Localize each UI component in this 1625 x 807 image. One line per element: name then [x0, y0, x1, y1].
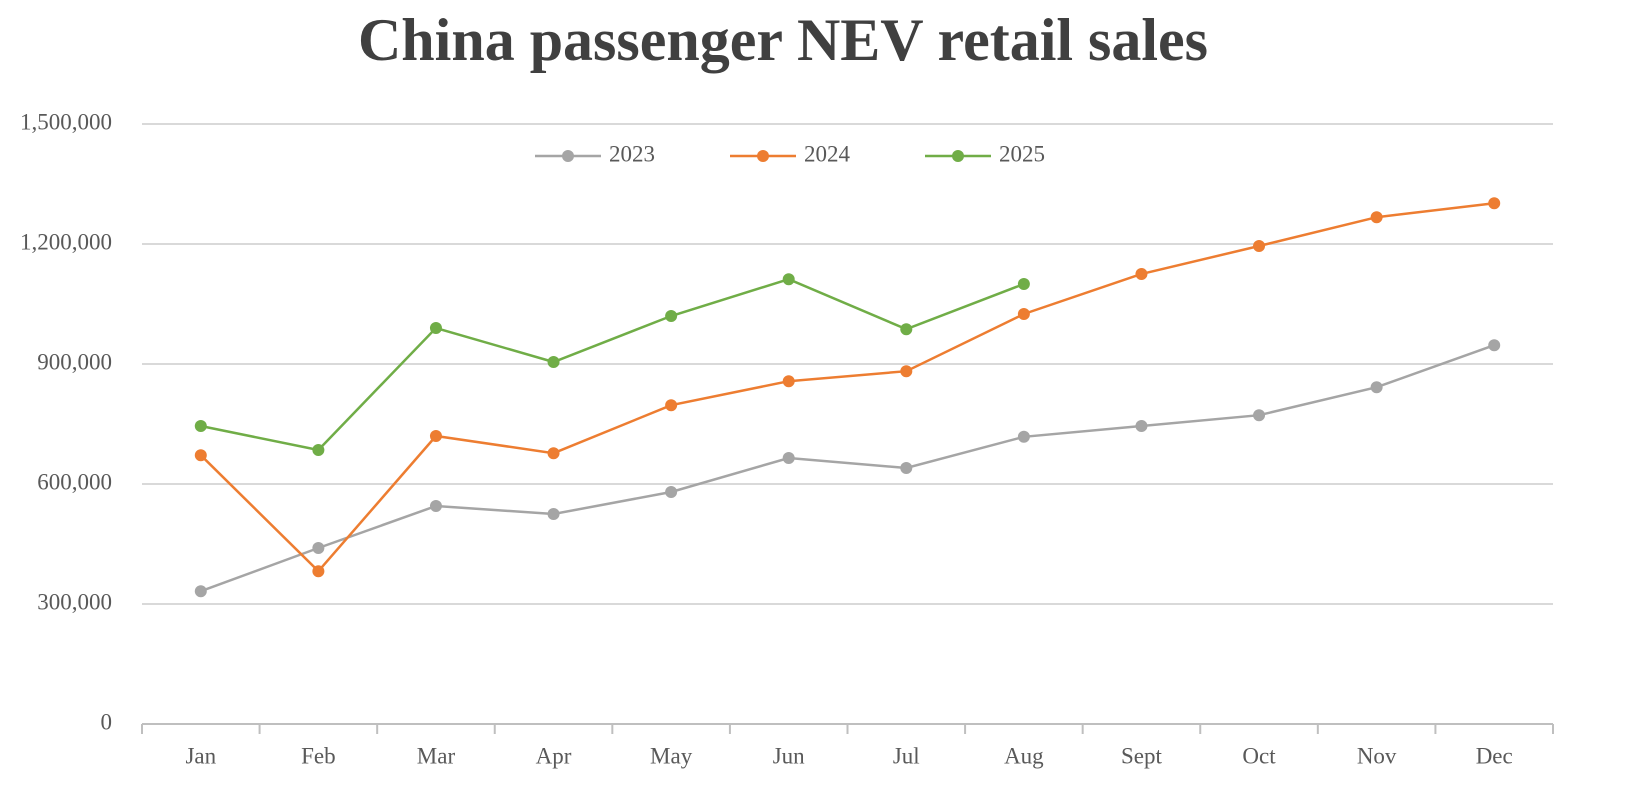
data-point — [429, 430, 442, 442]
data-point — [312, 444, 325, 456]
y-tick-label: 900,000 — [37, 349, 112, 374]
x-tick-label: Nov — [1357, 743, 1397, 768]
legend-label: 2024 — [804, 141, 851, 166]
legend-label: 2025 — [999, 141, 1045, 166]
x-tick-label: Oct — [1242, 743, 1276, 768]
data-point — [782, 375, 795, 388]
data-point — [1017, 430, 1030, 443]
data-point — [547, 447, 560, 460]
data-point — [194, 449, 207, 462]
data-point — [194, 420, 207, 432]
data-point — [1488, 339, 1501, 352]
data-point — [665, 310, 678, 322]
data-point — [1370, 211, 1383, 224]
x-tick-label: Dec — [1476, 743, 1513, 768]
y-tick-label: 300,000 — [37, 589, 112, 614]
series-line — [200, 277, 1025, 452]
data-point — [665, 486, 678, 498]
x-tick-label: Apr — [536, 743, 572, 768]
legend-marker — [562, 150, 574, 162]
data-point — [429, 322, 442, 334]
y-tick-label: 600,000 — [37, 469, 112, 494]
x-tick-label: Mar — [417, 743, 456, 768]
data-point — [429, 500, 442, 512]
data-point — [1017, 308, 1030, 320]
legend-marker — [952, 150, 964, 162]
series-line — [199, 201, 1495, 574]
data-point — [900, 462, 913, 474]
data-point — [547, 356, 560, 368]
series-line — [200, 344, 1495, 593]
x-tick-label: Jan — [185, 743, 216, 768]
chart-title: China passenger NEV retail sales — [358, 7, 1208, 73]
data-point — [1370, 381, 1383, 394]
data-point — [665, 399, 678, 412]
x-tick-label: Jun — [773, 743, 805, 768]
data-point — [547, 508, 560, 520]
data-point — [1135, 268, 1148, 280]
data-point — [782, 452, 795, 464]
data-point — [782, 273, 795, 286]
x-tick-label: May — [650, 743, 693, 768]
y-tick-label: 1,200,000 — [20, 229, 112, 254]
x-tick-label: Aug — [1004, 743, 1044, 768]
y-tick-label: 1,500,000 — [20, 109, 112, 134]
x-tick-label: Sept — [1121, 743, 1163, 768]
legend-label: 2023 — [609, 141, 655, 166]
y-tick-label: 0 — [101, 709, 113, 734]
data-point — [900, 323, 913, 336]
data-point — [900, 365, 913, 378]
x-tick-label: Feb — [301, 743, 336, 768]
data-point — [1253, 409, 1266, 422]
data-point — [194, 585, 207, 598]
data-point — [1488, 197, 1501, 210]
data-point — [312, 542, 325, 554]
data-point — [312, 565, 325, 578]
data-point — [1135, 420, 1148, 432]
data-point — [1253, 240, 1266, 252]
legend-marker — [757, 150, 769, 162]
x-tick-label: Jul — [893, 743, 920, 768]
data-point — [1017, 278, 1030, 290]
